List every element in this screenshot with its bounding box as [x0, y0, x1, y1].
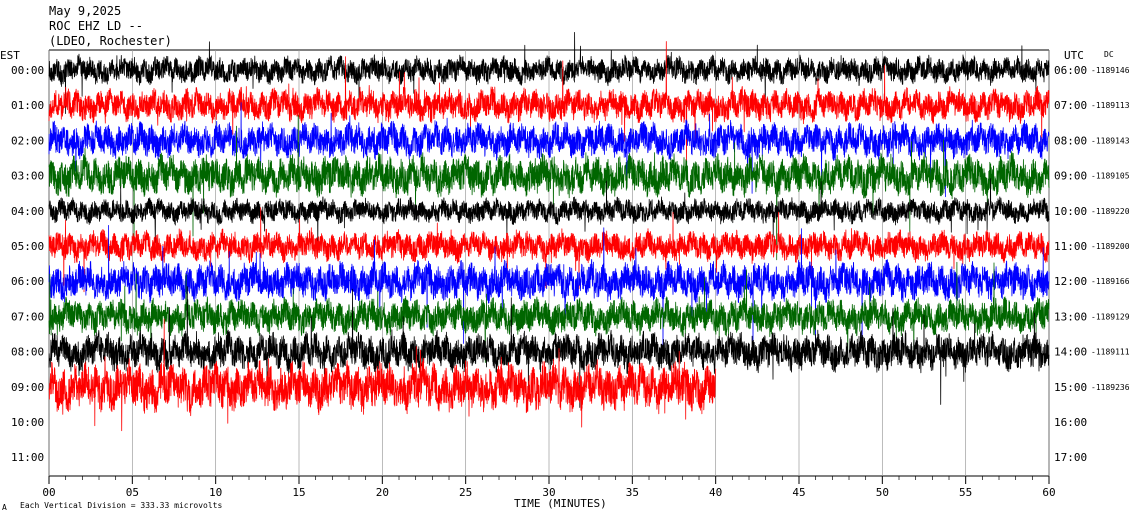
- x-tick-label: 60: [1042, 486, 1055, 499]
- utc-hour-label: 17:00: [1054, 451, 1087, 464]
- x-tick-label: 50: [876, 486, 889, 499]
- utc-hour-label: 14:00: [1054, 346, 1087, 359]
- seismic-traces: [48, 32, 1050, 432]
- x-tick-label: 15: [292, 486, 305, 499]
- est-hour-label: 03:00: [11, 170, 44, 183]
- x-tick-label: 55: [959, 486, 972, 499]
- x-tick-label: 10: [209, 486, 222, 499]
- recording-date: May 9,2025: [49, 4, 121, 18]
- dc-offset-label: -1189129: [1091, 312, 1130, 321]
- trace-hour-4: [48, 178, 1050, 243]
- dc-offset-label: -1189166: [1091, 277, 1130, 286]
- dc-label: DC: [1104, 50, 1114, 59]
- x-tick-label: 45: [792, 486, 805, 499]
- utc-hour-label: 06:00: [1054, 64, 1087, 77]
- trace-hour-9: [48, 318, 717, 432]
- dc-offset-label: -1189111: [1091, 348, 1130, 357]
- utc-hour-label: 08:00: [1054, 134, 1087, 147]
- trace-hour-7: [48, 261, 1050, 363]
- x-tick-label: 05: [126, 486, 139, 499]
- utc-hour-label: 12:00: [1054, 275, 1087, 288]
- est-hour-label: 06:00: [11, 275, 44, 288]
- utc-hour-label: 09:00: [1054, 170, 1087, 183]
- est-hour-label: 04:00: [11, 205, 44, 218]
- trace-hour-0: [48, 32, 1050, 114]
- hour-labels: 00:00 06:00 -1189146 01:00 07:00 -1189113 02:0…: [11, 64, 1130, 464]
- est-hour-label: 09:00: [11, 381, 44, 394]
- x-tick-label: 20: [376, 486, 389, 499]
- utc-hour-label: 15:00: [1054, 381, 1087, 394]
- utc-hour-label: 16:00: [1054, 416, 1087, 429]
- est-hour-label: 07:00: [11, 310, 44, 323]
- dc-offset-label: -1189113: [1091, 101, 1130, 110]
- dc-offset-label: -1189146: [1091, 66, 1130, 75]
- dc-offset-label: -1189236: [1091, 383, 1130, 392]
- dc-offset-label: -1189143: [1091, 136, 1130, 145]
- est-hour-label: 01:00: [11, 99, 44, 112]
- utc-hour-label: 13:00: [1054, 310, 1087, 323]
- utc-hour-label: 11:00: [1054, 240, 1087, 253]
- utc-hour-label: 07:00: [1054, 99, 1087, 112]
- x-tick-label: 00: [42, 486, 55, 499]
- est-label: EST: [0, 49, 20, 62]
- x-tick-label: 25: [459, 486, 472, 499]
- dc-offset-label: -1189220: [1091, 207, 1130, 216]
- corner-mark: A: [2, 503, 7, 512]
- est-hour-label: 05:00: [11, 240, 44, 253]
- scale-note: Each Vertical Division = 333.33 microvol…: [20, 501, 222, 510]
- x-tick-label: 40: [709, 486, 722, 499]
- est-hour-label: 08:00: [11, 346, 44, 359]
- x-tick-label: 30: [542, 486, 555, 499]
- est-hour-label: 10:00: [11, 416, 44, 429]
- trace-hour-3: [48, 114, 1050, 261]
- est-hour-label: 02:00: [11, 134, 44, 147]
- trace-hour-2: [48, 102, 1050, 198]
- trace-hour-1: [48, 41, 1050, 167]
- trace-hour-5: [48, 207, 1050, 293]
- x-axis: 00 05 10 15 20 25 30 35 40 45 50 55 60: [42, 476, 1056, 499]
- station-code: ROC EHZ LD --: [49, 19, 143, 33]
- est-hour-label: 11:00: [11, 451, 44, 464]
- x-tick-label: 35: [626, 486, 639, 499]
- trace-hour-8: [48, 286, 1050, 408]
- utc-hour-label: 10:00: [1054, 205, 1087, 218]
- dc-offset-label: -1189200: [1091, 242, 1130, 251]
- network-name: (LDEO, Rochester): [49, 34, 172, 48]
- dc-offset-label: -1189105: [1091, 172, 1130, 181]
- est-hour-label: 00:00: [11, 64, 44, 77]
- trace-hour-6: [48, 225, 1050, 354]
- utc-label: UTC: [1064, 49, 1084, 62]
- x-axis-title: TIME (MINUTES): [514, 497, 607, 510]
